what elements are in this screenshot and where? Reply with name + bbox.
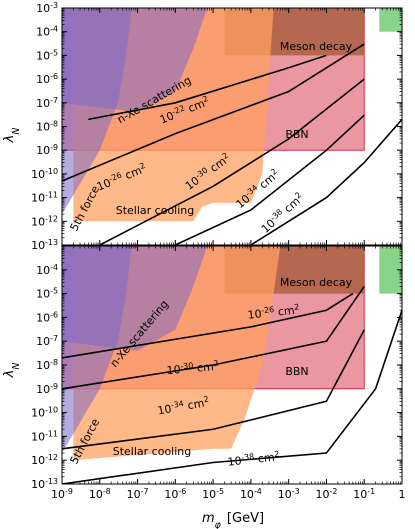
ytick-label: 10-7 [36,95,58,110]
ytick-label: 10-13 [31,477,58,492]
xtick-label: 10-8 [89,487,111,502]
ytick-label: 10-4 [36,24,58,39]
xtick-label: 10-3 [278,487,300,502]
plot-area [62,246,402,484]
plot-area [62,8,402,245]
ytick-label: 10-10 [31,166,58,181]
contour-label: 10-26 cm2 [247,302,300,322]
region-label-bbn: BBN [285,365,308,378]
ytick-label: 10-11 [31,190,58,205]
contour-line [88,54,327,121]
region-allowed-corner [379,246,402,294]
bottom-ylabel: λN [2,363,22,379]
ytick-label: 10-10 [31,405,58,420]
region-label-meson-decay: Meson decay [280,276,353,289]
region-n-xe-scattering [62,8,208,113]
ytick-label: 10-8 [36,358,58,373]
ytick-label: 10-4 [36,262,58,277]
region-label-stellar-cooling: Stellar cooling [113,445,192,458]
ytick-label: 10-6 [36,310,58,325]
contour-line [174,114,365,245]
ytick-label: 10-3 [36,1,58,16]
contour-label: 10-22 cm2 [157,94,211,127]
ytick-label: 10-7 [36,334,58,349]
xtick-label: 10-7 [127,487,149,502]
xtick-label: 10-6 [164,487,186,502]
contour-line [62,292,354,359]
region-label-stellar-cooling: Stellar cooling [116,204,195,217]
region-label-meson-decay: Meson decay [280,40,353,53]
region-allowed-corner [379,8,402,32]
xtick-label: 10-5 [202,487,224,502]
ytick-label: 10-12 [31,453,58,468]
top-ylabel: λN [2,128,22,144]
xtick-label: 10-4 [240,487,262,502]
contour-line [250,118,402,245]
contour-line [62,285,365,390]
ytick-label: 10-6 [36,72,58,87]
contour-label: 10-38 cm2 [227,449,280,469]
bottom-xlabel: mφ [GeV] [202,511,264,529]
ytick-label: 10-12 [31,214,58,229]
ytick-label: 10-9 [36,143,58,158]
ytick-label: 10-5 [36,48,58,63]
xtick-label: 10-2 [315,487,337,502]
contour-line [62,329,365,450]
xtick-label: 10-1 [353,487,375,502]
ytick-label: 10-8 [36,119,58,134]
region-n-xe-scattering [62,246,208,351]
ytick-label: 10-11 [31,429,58,444]
xtick-label: 10-9 [51,487,73,502]
contour-line [62,43,365,182]
region-label-bbn: BBN [285,128,308,141]
ytick-label: 10-5 [36,286,58,301]
contour-label: 10-30 cm2 [166,358,219,377]
contour-label: 10-38 cm2 [258,190,307,236]
contour-label: 10-34 cm2 [156,394,210,417]
contour-line [99,78,365,245]
ytick-label: 10-13 [31,238,58,253]
ytick-label: 10-9 [36,381,58,396]
xtick-label: 1 [399,488,406,501]
contour-line [62,309,402,484]
